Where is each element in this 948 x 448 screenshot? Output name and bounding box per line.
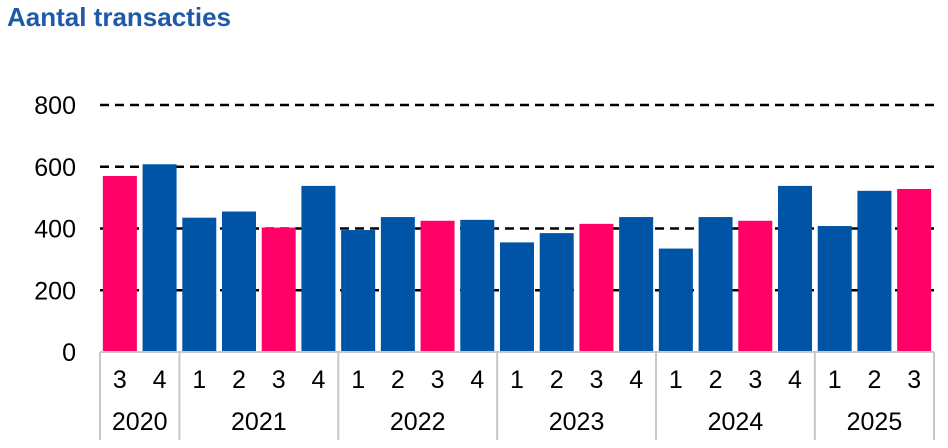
bar <box>222 211 256 352</box>
bar <box>778 185 812 352</box>
year-label: 2021 <box>231 408 287 436</box>
x-tick-label: 3 <box>272 366 286 394</box>
bar <box>500 242 534 352</box>
x-tick-label: 3 <box>113 366 127 394</box>
x-tick-label: 1 <box>828 366 842 394</box>
axes <box>99 351 935 440</box>
bar <box>817 226 852 352</box>
bar <box>261 227 296 352</box>
year-label: 2023 <box>549 408 605 436</box>
x-tick-label: 3 <box>589 366 603 394</box>
bar <box>619 217 654 352</box>
bar <box>182 217 217 352</box>
x-tick-label: 4 <box>153 366 167 394</box>
x-tick-label: 2 <box>709 366 723 394</box>
chart-title: Aantal transacties <box>7 2 231 32</box>
x-tick-label: 1 <box>351 366 365 394</box>
year-label: 2022 <box>390 408 446 436</box>
x-tick-label: 4 <box>311 366 325 394</box>
x-tick-label: 1 <box>669 366 683 394</box>
bar <box>897 188 932 352</box>
bar <box>539 233 574 352</box>
y-tick-label: 800 <box>34 92 76 120</box>
x-tick-label: 2 <box>550 366 564 394</box>
y-tick-label: 400 <box>34 216 76 244</box>
y-tick-label: 600 <box>34 154 76 182</box>
year-label: 2020 <box>112 408 168 436</box>
bar <box>380 217 415 352</box>
x-tick-label: 4 <box>788 366 802 394</box>
bar <box>420 220 455 352</box>
x-tick-label: 3 <box>748 366 762 394</box>
x-tick-label: 3 <box>907 366 921 394</box>
bar <box>341 230 376 352</box>
year-label: 2025 <box>847 408 903 436</box>
x-tick-label: 2 <box>391 366 405 394</box>
bar <box>460 219 495 352</box>
bar <box>698 217 733 352</box>
bar <box>102 176 137 352</box>
x-tick-label: 4 <box>629 366 643 394</box>
bar <box>301 185 336 352</box>
x-tick-label: 4 <box>470 366 484 394</box>
bar <box>658 248 693 352</box>
bars <box>102 164 932 352</box>
x-tick-label: 2 <box>867 366 881 394</box>
x-tick-label: 2 <box>232 366 246 394</box>
bar <box>857 190 892 352</box>
y-tick-label: 0 <box>62 339 76 367</box>
x-tick-label: 1 <box>510 366 524 394</box>
bar <box>738 220 773 352</box>
x-tick-label: 1 <box>192 366 206 394</box>
x-tick-label: 3 <box>431 366 445 394</box>
bar <box>142 164 177 352</box>
year-label: 2024 <box>708 408 764 436</box>
y-tick-label: 200 <box>34 277 76 305</box>
bar <box>579 223 614 352</box>
